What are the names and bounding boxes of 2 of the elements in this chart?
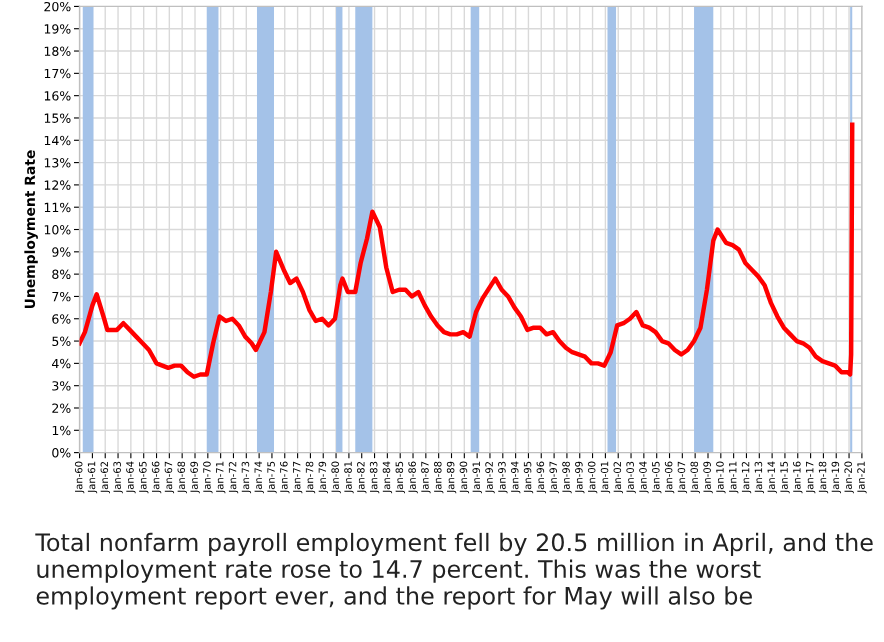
line-series xyxy=(79,122,855,379)
text: Total nonfarm payroll employment fell by 20.5 million in April, and the unemployment rate rose to 14.7 percent. This was the worst employment report ever, and the report for May will also be xyxy=(35,532,873,610)
